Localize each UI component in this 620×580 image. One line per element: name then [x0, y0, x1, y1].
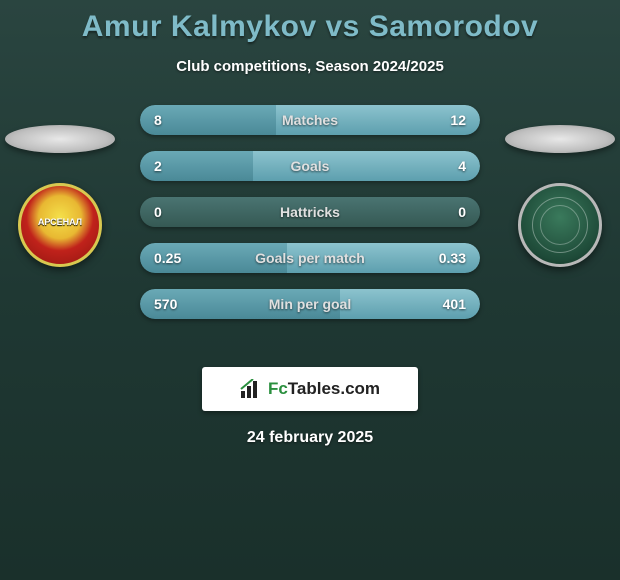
page-title: Amur Kalmykov vs Samorodov	[0, 0, 620, 44]
stat-label: Goals per match	[255, 250, 365, 266]
comparison-panel: АРСЕНАЛ 8 Matches 12 2 Goals 4 0 Hattricks 0 0.25…	[0, 105, 620, 355]
stat-left-value: 2	[154, 158, 162, 174]
stat-row: 2 Goals 4	[140, 151, 480, 181]
stat-left-value: 0	[154, 204, 162, 220]
stat-right-value: 0.33	[439, 250, 466, 266]
stat-row: 570 Min per goal 401	[140, 289, 480, 319]
stat-right-value: 0	[458, 204, 466, 220]
stat-row: 0 Hattricks 0	[140, 197, 480, 227]
stat-row: 0.25 Goals per match 0.33	[140, 243, 480, 273]
terek-crest-icon	[518, 183, 602, 267]
bar-right-fill	[253, 151, 480, 181]
stat-left-value: 0.25	[154, 250, 181, 266]
stat-left-value: 8	[154, 112, 162, 128]
stat-label: Min per goal	[269, 296, 351, 312]
bar-chart-icon	[240, 379, 262, 399]
comparison-date: 24 february 2025	[0, 429, 620, 447]
stat-left-value: 570	[154, 296, 177, 312]
left-player-badge: АРСЕНАЛ	[10, 147, 110, 287]
right-player-badge	[510, 147, 610, 287]
stat-label: Matches	[282, 112, 338, 128]
crest-left-label: АРСЕНАЛ	[38, 218, 82, 228]
logo-text: FcTables.com	[268, 379, 380, 399]
arsenal-tula-crest-icon: АРСЕНАЛ	[18, 183, 102, 267]
stat-label: Goals	[291, 158, 330, 174]
stat-right-value: 401	[443, 296, 466, 312]
subtitle: Club competitions, Season 2024/2025	[0, 58, 620, 75]
stat-right-value: 12	[450, 112, 466, 128]
stat-row: 8 Matches 12	[140, 105, 480, 135]
stat-right-value: 4	[458, 158, 466, 174]
stat-bars: 8 Matches 12 2 Goals 4 0 Hattricks 0 0.25 Goals pe…	[140, 105, 480, 335]
stat-label: Hattricks	[280, 204, 340, 220]
fctables-logo: FcTables.com	[202, 367, 418, 411]
